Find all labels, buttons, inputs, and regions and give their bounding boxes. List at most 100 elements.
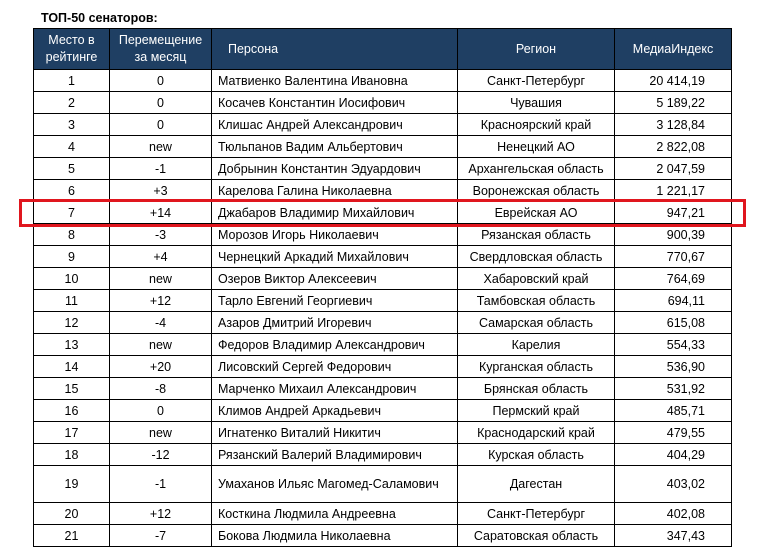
cell-place: 17 (33, 421, 110, 444)
cell-move: +4 (109, 245, 212, 268)
table-row: 2 0 Косачев Константин Иосифович Чувашия 5 1… (33, 91, 732, 114)
table-row: 12 -4 Азаров Дмитрий Игоревич Самарская обл… (33, 311, 732, 334)
cell-region: Курская область (457, 443, 615, 466)
cell-place: 13 (33, 333, 110, 356)
table-row: 18 -12 Рязанский Валерий Владимирович Курск… (33, 443, 732, 466)
cell-person: Клишас Андрей Александрович (211, 113, 458, 136)
cell-place: 16 (33, 399, 110, 422)
table-row: 5 -1 Добрынин Константин Эдуардович Арханге… (33, 157, 732, 180)
cell-move: new (109, 333, 212, 356)
cell-person: Матвиенко Валентина Ивановна (211, 69, 458, 92)
table-row: 17 new Игнатенко Виталий Никитич Краснодарс… (33, 421, 732, 444)
cell-index: 615,08 (614, 311, 732, 334)
column-header-person: Персона (211, 28, 458, 70)
cell-region: Ненецкий АО (457, 135, 615, 158)
cell-move: new (109, 421, 212, 444)
cell-person: Азаров Дмитрий Игоревич (211, 311, 458, 334)
table-row: 1 0 Матвиенко Валентина Ивановна Санкт-Пете… (33, 69, 732, 92)
cell-index: 485,71 (614, 399, 732, 422)
table-row: 13 new Федоров Владимир Александрович Карел… (33, 333, 732, 356)
cell-person: Тарло Евгений Георгиевич (211, 289, 458, 312)
cell-move: +20 (109, 355, 212, 378)
cell-move: 0 (109, 91, 212, 114)
cell-index: 1 221,17 (614, 179, 732, 202)
cell-index: 2 047,59 (614, 157, 732, 180)
cell-index: 404,29 (614, 443, 732, 466)
cell-move: +12 (109, 502, 212, 525)
cell-place: 20 (33, 502, 110, 525)
table-row: 16 0 Климов Андрей Аркадьевич Пермский край… (33, 399, 732, 422)
table-row-highlighted: 7 +14 Джабаров Владимир Михайлович Еврейска… (33, 201, 732, 224)
table-row: 11 +12 Тарло Евгений Георгиевич Тамбовская … (33, 289, 732, 312)
table-row: 4 new Тюльпанов Вадим Альбертович Ненецкий … (33, 135, 732, 158)
cell-index: 554,33 (614, 333, 732, 356)
table-row: 19 -1 Умаханов Ильяс Магомед-Саламович Даге… (33, 465, 732, 503)
cell-region: Самарская область (457, 311, 615, 334)
cell-move: -8 (109, 377, 212, 400)
cell-index: 402,08 (614, 502, 732, 525)
cell-person: Рязанский Валерий Владимирович (211, 443, 458, 466)
cell-person: Морозов Игорь Николаевич (211, 223, 458, 246)
cell-index: 347,43 (614, 524, 732, 547)
cell-index: 694,11 (614, 289, 732, 312)
cell-region: Саратовская область (457, 524, 615, 547)
cell-index: 947,21 (614, 201, 732, 224)
cell-index: 536,90 (614, 355, 732, 378)
cell-place: 9 (33, 245, 110, 268)
cell-index: 900,39 (614, 223, 732, 246)
cell-person: Косткина Людмила Андреевна (211, 502, 458, 525)
cell-place: 2 (33, 91, 110, 114)
table-row: 8 -3 Морозов Игорь Николаевич Рязанская обл… (33, 223, 732, 246)
cell-region: Брянская область (457, 377, 615, 400)
cell-place: 18 (33, 443, 110, 466)
table-row: 10 new Озеров Виктор Алексеевич Хабаровский… (33, 267, 732, 290)
cell-person: Добрынин Константин Эдуардович (211, 157, 458, 180)
cell-move: new (109, 135, 212, 158)
cell-move: +3 (109, 179, 212, 202)
table-row: 9 +4 Чернецкий Аркадий Михайлович Свердловс… (33, 245, 732, 268)
cell-move: -12 (109, 443, 212, 466)
cell-move: -1 (109, 157, 212, 180)
cell-move: 0 (109, 113, 212, 136)
cell-person: Климов Андрей Аркадьевич (211, 399, 458, 422)
cell-person: Марченко Михаил Александрович (211, 377, 458, 400)
column-header-place: Место в рейтинге (33, 28, 110, 70)
cell-index: 479,55 (614, 421, 732, 444)
cell-index: 770,67 (614, 245, 732, 268)
cell-index: 3 128,84 (614, 113, 732, 136)
column-header-region: Регион (457, 28, 615, 70)
cell-place: 4 (33, 135, 110, 158)
cell-person: Умаханов Ильяс Магомед-Саламович (211, 465, 458, 503)
cell-region: Пермский край (457, 399, 615, 422)
cell-index: 531,92 (614, 377, 732, 400)
table-row: 20 +12 Косткина Людмила Андреевна Санкт-Пет… (33, 502, 732, 525)
header-row: Место в рейтинге Перемещение за месяц Пе… (33, 28, 732, 70)
cell-move: 0 (109, 69, 212, 92)
cell-person: Чернецкий Аркадий Михайлович (211, 245, 458, 268)
table-row: 15 -8 Марченко Михаил Александрович Брянска… (33, 377, 732, 400)
table-row: 21 -7 Бокова Людмила Николаевна Саратовская… (33, 524, 732, 547)
cell-region: Рязанская область (457, 223, 615, 246)
column-header-index: МедиаИндекс (614, 28, 732, 70)
cell-place: 14 (33, 355, 110, 378)
cell-region: Архангельская область (457, 157, 615, 180)
cell-index: 2 822,08 (614, 135, 732, 158)
cell-place: 21 (33, 524, 110, 547)
cell-region: Карелия (457, 333, 615, 356)
table-row: 6 +3 Карелова Галина Николаевна Воронежская… (33, 179, 732, 202)
cell-region: Краснодарский край (457, 421, 615, 444)
cell-place: 6 (33, 179, 110, 202)
cell-index: 764,69 (614, 267, 732, 290)
cell-move: new (109, 267, 212, 290)
cell-move: 0 (109, 399, 212, 422)
column-header-move: Перемещение за месяц (109, 28, 212, 70)
cell-region: Свердловская область (457, 245, 615, 268)
cell-move: -4 (109, 311, 212, 334)
cell-place: 1 (33, 69, 110, 92)
cell-person: Тюльпанов Вадим Альбертович (211, 135, 458, 158)
cell-person: Игнатенко Виталий Никитич (211, 421, 458, 444)
cell-region: Хабаровский край (457, 267, 615, 290)
cell-region: Санкт-Петербург (457, 502, 615, 525)
cell-region: Дагестан (457, 465, 615, 503)
cell-person: Косачев Константин Иосифович (211, 91, 458, 114)
